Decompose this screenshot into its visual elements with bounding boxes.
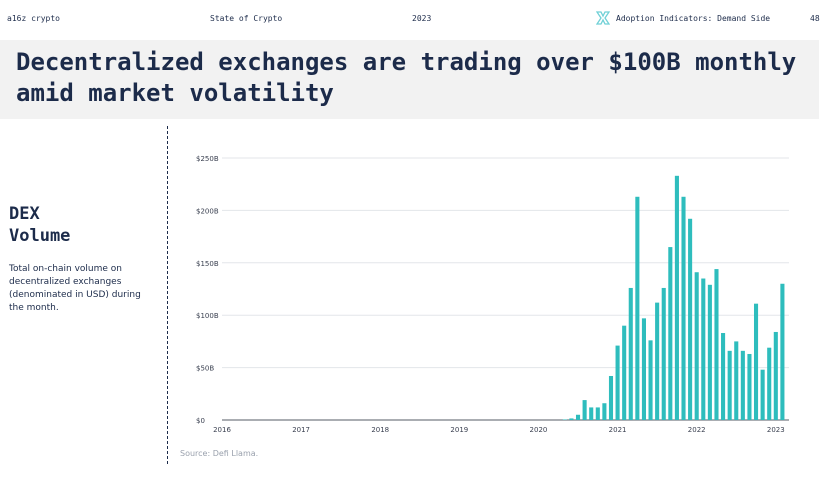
metric-description: Total on-chain volume on decentralized e… bbox=[9, 264, 141, 313]
bar bbox=[773, 331, 778, 420]
bar bbox=[562, 419, 567, 420]
page-number: 48 bbox=[810, 14, 820, 23]
bar bbox=[694, 272, 699, 420]
bar bbox=[615, 345, 620, 420]
title-band bbox=[0, 40, 819, 119]
bar bbox=[589, 407, 594, 420]
report-label: State of Crypto bbox=[210, 14, 283, 23]
y-tick-label: $100B bbox=[196, 312, 219, 320]
page-title: Decentralized exchanges are trading over… bbox=[16, 48, 797, 107]
x-tick-label: 2022 bbox=[688, 426, 706, 434]
x-tick-label: 2016 bbox=[213, 426, 231, 434]
bar bbox=[767, 347, 772, 420]
y-tick-label: $200B bbox=[196, 207, 219, 215]
x-tick-label: 2017 bbox=[292, 426, 310, 434]
bar bbox=[780, 283, 785, 420]
y-tick-label: $50B bbox=[196, 365, 214, 373]
bar bbox=[688, 218, 693, 420]
metric-title: DEX Volume bbox=[9, 203, 70, 247]
bar bbox=[740, 350, 745, 420]
bar bbox=[641, 318, 646, 420]
y-tick-label: $250B bbox=[196, 155, 219, 163]
y-tick-label: $150B bbox=[196, 260, 219, 268]
y-tick-label: $0 bbox=[196, 417, 205, 425]
bar bbox=[655, 302, 660, 420]
hourglass-logo-icon bbox=[596, 11, 610, 25]
bar bbox=[714, 269, 719, 420]
section-divider bbox=[167, 126, 168, 464]
bar bbox=[648, 340, 653, 420]
bar bbox=[753, 303, 759, 420]
bar bbox=[661, 287, 666, 420]
bar bbox=[628, 287, 633, 420]
brand-label: a16z crypto bbox=[7, 14, 60, 23]
x-tick-label: 2018 bbox=[371, 426, 389, 434]
bar bbox=[668, 247, 673, 420]
bar bbox=[701, 278, 706, 420]
metric-title-line2: Volume bbox=[9, 226, 71, 246]
source-note: Source: Defi Llama. bbox=[180, 449, 259, 458]
bar bbox=[707, 284, 712, 420]
x-tick-label: 2019 bbox=[450, 426, 468, 434]
bar bbox=[569, 418, 574, 420]
x-tick-label: 2020 bbox=[530, 426, 548, 434]
bar bbox=[622, 325, 627, 420]
bar bbox=[608, 375, 614, 420]
bar bbox=[674, 175, 679, 420]
bar bbox=[575, 414, 581, 420]
x-tick-label: 2021 bbox=[609, 426, 627, 434]
bar bbox=[582, 400, 587, 420]
bar bbox=[734, 341, 739, 420]
section-label: Adoption Indicators: Demand Side bbox=[616, 14, 771, 23]
bar bbox=[747, 353, 752, 420]
year-label: 2023 bbox=[412, 14, 432, 23]
bar bbox=[635, 196, 640, 420]
metric-title-line1: DEX bbox=[9, 204, 40, 224]
bar bbox=[727, 350, 732, 420]
bar bbox=[760, 369, 765, 420]
x-tick-label: 2023 bbox=[767, 426, 785, 434]
bar bbox=[602, 403, 607, 420]
header-bar: a16z crypto State of Crypto 2023 Adoptio… bbox=[0, 0, 829, 34]
bar bbox=[681, 196, 686, 420]
bar bbox=[595, 407, 600, 420]
bar bbox=[721, 333, 726, 420]
